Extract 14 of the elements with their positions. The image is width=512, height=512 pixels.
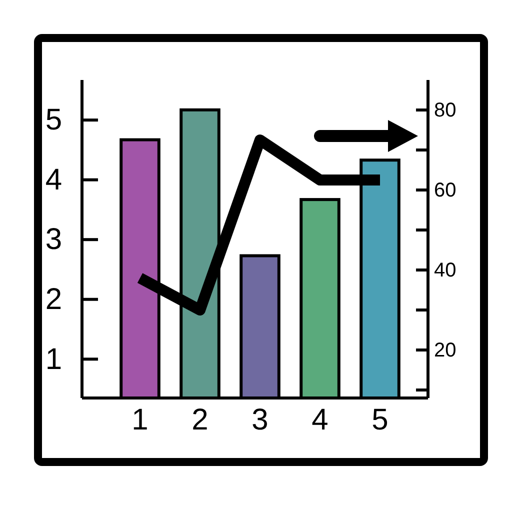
x-tick-label: 4 [312,403,328,436]
y2-tick-label: 60 [434,179,456,202]
y-tick-label: 1 [45,342,62,376]
y2-tick-label: 20 [434,339,456,362]
y-tick-label: 3 [45,223,62,256]
x-tick-label: 3 [252,403,268,436]
y2-tick-label: 40 [434,259,456,282]
x-tick-label: 5 [372,403,388,436]
y-tick-label: 2 [45,282,62,316]
x-tick-label: 2 [192,403,208,436]
x-tick-label: 1 [132,403,148,436]
y-tick-label: 4 [45,163,62,196]
y2-tick-label: 80 [434,99,456,122]
y-tick-label: 5 [45,104,62,137]
